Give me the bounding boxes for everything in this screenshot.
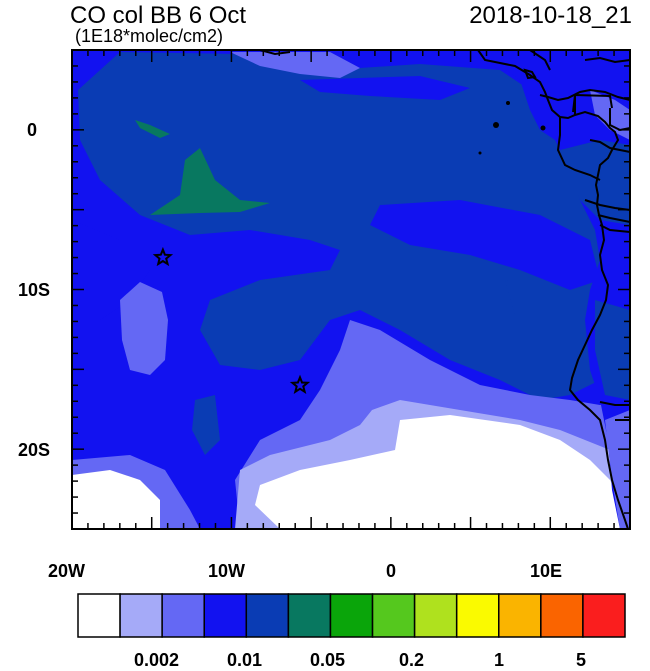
colorbar-label-5: 5	[576, 650, 587, 670]
colorbar-box-12	[582, 593, 626, 638]
units-label: (1E18*molec/cm2)	[75, 26, 224, 46]
colorbar-label-0002: 0.002	[134, 650, 180, 670]
tick-marks	[71, 49, 631, 530]
africa-light-sw	[605, 410, 630, 529]
africa-dark-band	[560, 140, 630, 225]
colorbar-box-9	[455, 593, 500, 638]
africa-darker-south	[595, 300, 630, 400]
co-field	[72, 50, 630, 529]
lat-label-0: 0	[27, 120, 38, 140]
field-dark-blue-plume	[78, 52, 630, 400]
lon-label-10e: 10E	[530, 561, 563, 581]
lon-label-0: 0	[386, 561, 397, 581]
colorbar-box-7	[371, 593, 416, 638]
field-white-sw	[72, 470, 160, 529]
colorbar	[77, 593, 626, 638]
field-teal-streak	[135, 120, 170, 138]
colorbar-box-1	[119, 593, 163, 638]
colorbar-box-8	[413, 593, 458, 638]
markers-layer	[152, 246, 311, 395]
lon-label-20w: 20W	[48, 561, 86, 581]
colorbar-label-02: 0.2	[399, 650, 425, 670]
star-marker-2	[289, 374, 311, 395]
colorbar-label-1: 1	[494, 650, 505, 670]
colorbar-box-3	[203, 593, 248, 638]
star-marker-1	[152, 246, 174, 267]
colorbar-box-5	[287, 593, 332, 638]
field-white-south	[255, 415, 630, 529]
field-blue-tongue	[370, 200, 600, 290]
field-dark-patch-s	[192, 395, 220, 455]
lat-label-10s: 10S	[18, 280, 51, 300]
field-dark-patch-e	[505, 280, 535, 315]
colorbar-label-005: 0.05	[310, 650, 346, 670]
colorbar-box-0	[77, 593, 121, 638]
colorbar-box-2	[161, 593, 205, 638]
colorbar-box-10	[498, 593, 542, 638]
coastline	[259, 49, 631, 530]
field-teal-blob	[150, 148, 270, 215]
colorbar-box-4	[245, 593, 290, 638]
islands	[478, 101, 546, 155]
field-light-blue-west	[120, 282, 168, 375]
timestamp: 2018-10-18_21	[469, 2, 632, 29]
lon-label-10w: 10W	[208, 561, 246, 581]
lat-label-20s: 20S	[18, 440, 51, 460]
colorbar-box-11	[540, 593, 584, 638]
field-light-streak-top	[230, 52, 360, 78]
colorbar-box-6	[329, 593, 374, 638]
colorbar-label-001: 0.01	[227, 650, 263, 670]
map-title: CO col BB 6 Oct	[70, 2, 247, 29]
field-light-streak-top2	[300, 76, 470, 100]
